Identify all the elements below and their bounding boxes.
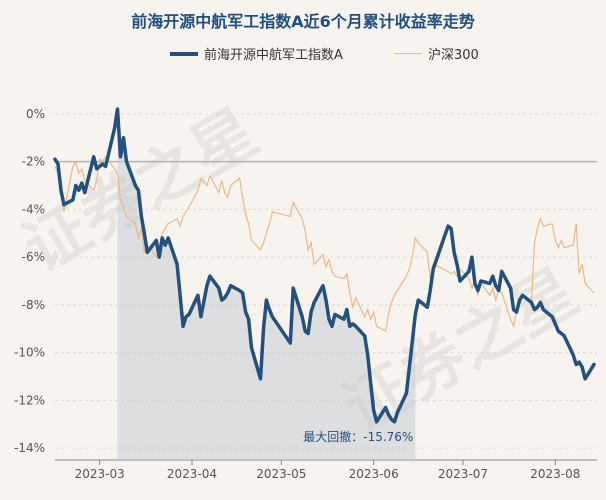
x-tick-label: 2023-05 (256, 467, 306, 481)
x-tick-label: 2023-07 (438, 467, 488, 481)
y-tick-label: -12% (14, 393, 45, 407)
y-tick-label: -6% (22, 250, 45, 264)
chart-title: 前海开源中航军工指数A近6个月累计收益率走势 (131, 12, 475, 31)
legend-label-fund: 前海开源中航军工指数A (204, 48, 343, 63)
series-line-fund (53, 107, 596, 424)
series-line-hs300 (54, 155, 595, 333)
max-drawdown-area (117, 109, 416, 460)
y-tick-label: -14% (14, 441, 45, 455)
legend-item-index[interactable]: 沪深300 (394, 44, 479, 63)
x-tick-label: 2023-03 (75, 467, 125, 481)
y-tick-label: -2% (22, 155, 45, 169)
legend-swatch-fund (170, 51, 198, 56)
y-tick-label: -8% (22, 298, 45, 312)
max-drawdown-label: 最大回撤：-15.76% (303, 429, 413, 444)
y-tick-label: -10% (14, 346, 45, 360)
y-tick-label: -4% (22, 202, 45, 216)
legend-item-fund[interactable]: 前海开源中航军工指数A (170, 44, 343, 63)
x-tick-label: 2023-06 (349, 467, 399, 481)
x-tick-label: 2023-04 (167, 467, 217, 481)
legend-swatch-index (394, 53, 422, 54)
x-tick-label: 2023-08 (530, 467, 580, 481)
legend-label-index: 沪深300 (428, 48, 479, 63)
y-tick-label: 0% (26, 107, 45, 121)
